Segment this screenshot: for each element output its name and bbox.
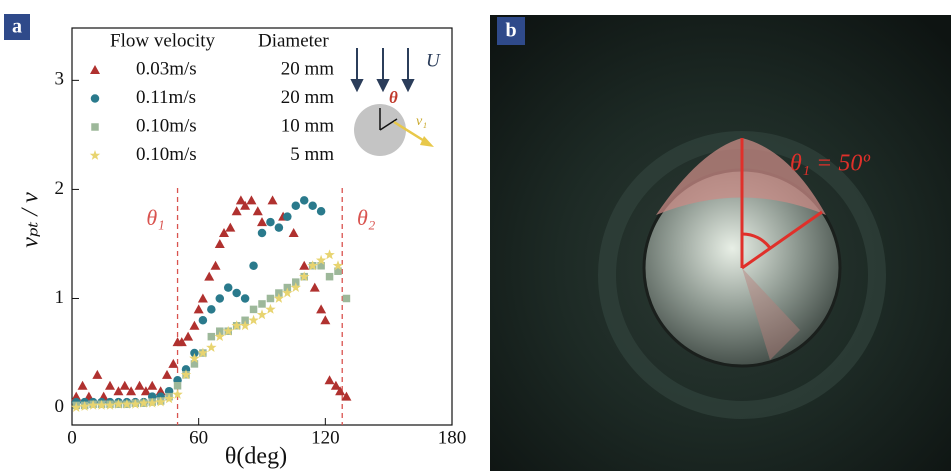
- x-axis-label: θ(deg): [225, 444, 287, 470]
- y-tick-label: 0: [55, 396, 65, 417]
- data-point: [105, 381, 115, 390]
- data-point: [258, 229, 267, 238]
- panel-label: b: [505, 20, 516, 42]
- panel-label: a: [12, 16, 22, 38]
- data-point: [324, 249, 335, 259]
- reference-label: θ₁: [146, 205, 164, 230]
- data-point: [204, 272, 214, 281]
- legend-header: Flow velocity: [110, 30, 216, 51]
- data-point: [135, 381, 145, 390]
- data-point: [208, 333, 216, 341]
- data-point: [162, 370, 172, 379]
- data-point: [215, 239, 225, 248]
- data-point: [92, 370, 102, 379]
- data-point: [320, 315, 330, 324]
- x-tick-label: 60: [189, 427, 208, 448]
- photo-annotation: θ₁ = 50º: [790, 151, 870, 177]
- data-point: [267, 295, 275, 303]
- data-point: [194, 304, 204, 313]
- data-point: [183, 332, 193, 341]
- y-tick-label: 3: [55, 69, 65, 90]
- legend-marker: [91, 94, 100, 103]
- data-point: [147, 381, 157, 390]
- data-point: [232, 206, 242, 215]
- data-point: [216, 294, 225, 303]
- data-point: [206, 342, 217, 352]
- inset-angle-label: θ: [389, 88, 398, 107]
- data-point: [120, 381, 130, 390]
- data-point: [266, 218, 275, 227]
- data-point: [299, 261, 309, 270]
- data-point: [225, 223, 235, 232]
- data-point: [224, 283, 233, 292]
- legend-marker: [90, 150, 100, 160]
- data-point: [300, 196, 309, 205]
- legend-diameter: 10 mm: [281, 115, 335, 136]
- legend-diameter: 20 mm: [281, 58, 335, 79]
- inset-velocity-label: v₁: [416, 114, 427, 129]
- figure: a θ(deg) vₚₜ / v U θ v₁ θ₁ = 50º b 06012…: [0, 0, 951, 471]
- y-axis-label: vₚₜ / v: [18, 192, 44, 248]
- data-point: [310, 283, 320, 292]
- legend-label: 0.10m/s: [136, 144, 197, 165]
- x-tick-label: 120: [311, 427, 340, 448]
- data-point: [308, 202, 317, 211]
- legend-diameter: 20 mm: [281, 87, 335, 108]
- data-point: [249, 262, 257, 271]
- x-tick-label: 180: [438, 427, 467, 448]
- legend-label: 0.03m/s: [136, 58, 197, 79]
- reference-label: θ₂: [357, 205, 376, 230]
- data-point: [241, 294, 250, 303]
- data-point: [174, 382, 182, 390]
- data-point: [198, 293, 208, 302]
- data-point: [265, 304, 276, 314]
- data-point: [250, 306, 257, 314]
- page: {"chart_data": {"type": "scatter", "pane…: [0, 0, 951, 471]
- data-point: [253, 206, 263, 215]
- data-point: [207, 305, 216, 314]
- data-point: [268, 195, 278, 204]
- data-point: [343, 295, 351, 303]
- y-tick-label: 2: [55, 178, 65, 199]
- data-point: [78, 381, 88, 390]
- legend-marker: [91, 123, 99, 131]
- legend-label: 0.10m/s: [136, 115, 197, 136]
- data-point: [326, 273, 334, 281]
- data-point: [257, 217, 267, 226]
- y-tick-label: 1: [55, 287, 65, 308]
- data-point: [232, 289, 241, 298]
- data-point: [275, 223, 284, 232]
- legend-diameter: 5 mm: [290, 144, 334, 165]
- legend-label: 0.11m/s: [136, 87, 196, 108]
- data-point: [316, 304, 326, 313]
- data-point: [257, 309, 267, 319]
- data-point: [317, 207, 326, 216]
- x-tick-label: 0: [67, 427, 77, 448]
- inset-flow-label: U: [426, 50, 441, 71]
- data-point: [325, 375, 335, 384]
- data-point: [189, 321, 199, 330]
- legend-marker: [90, 65, 100, 74]
- data-point: [283, 212, 292, 221]
- data-point: [289, 228, 299, 237]
- data-point: [199, 316, 208, 325]
- data-point: [246, 195, 256, 204]
- data-point: [168, 359, 178, 368]
- legend-header: Diameter: [258, 30, 329, 51]
- data-point: [211, 261, 221, 270]
- data-point: [248, 315, 258, 325]
- data-point: [292, 202, 301, 211]
- data-point: [258, 300, 266, 308]
